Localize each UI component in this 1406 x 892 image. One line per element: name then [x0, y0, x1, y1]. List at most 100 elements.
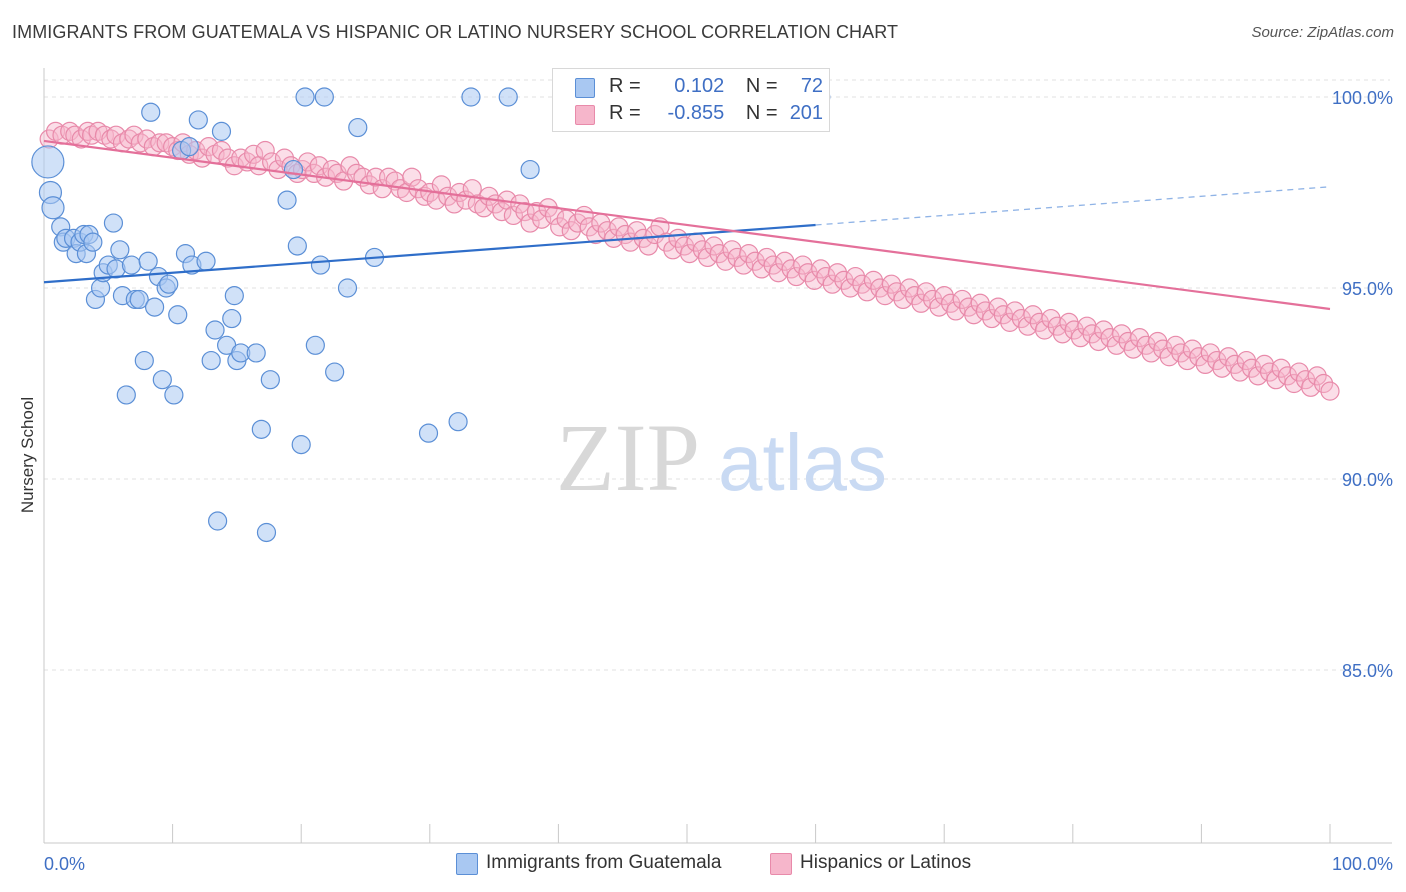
hispanics-point — [946, 301, 966, 321]
guatemala-point — [222, 308, 242, 329]
hispanics-point — [211, 140, 232, 161]
legend-r-label: R = — [609, 75, 641, 97]
guatemala-point — [205, 320, 225, 340]
y-tick-label: 90.0% — [1342, 470, 1393, 490]
hispanics-point — [952, 289, 972, 310]
guatemala-point — [461, 87, 481, 107]
hispanics-point — [905, 286, 925, 306]
hispanics-point — [834, 270, 854, 290]
hispanics-point — [757, 247, 777, 268]
hispanics-point — [515, 202, 535, 222]
guatemala-point — [179, 137, 199, 157]
hispanics-point — [1159, 347, 1179, 367]
guatemala-point — [291, 435, 311, 455]
hispanics-point — [1023, 305, 1043, 325]
hispanics-point — [1034, 320, 1055, 340]
guatemala-trend-extension — [815, 186, 1331, 226]
hispanics-point — [1005, 301, 1025, 321]
hispanics-point — [804, 270, 824, 290]
chart-title: IMMIGRANTS FROM GUATEMALA VS HISPANIC OR… — [12, 22, 899, 42]
hispanics-point — [199, 137, 219, 157]
hispanics-point — [1241, 358, 1262, 378]
hispanics-point — [1307, 366, 1327, 386]
legend-n-label: N = — [745, 102, 778, 124]
source-label: Source: ZipAtlas.com — [1251, 24, 1394, 41]
guatemala-point — [314, 87, 334, 107]
hispanics-point — [1200, 343, 1221, 363]
guatemala-point — [196, 251, 216, 271]
legend-r-value-guatemala: 0.102 — [674, 75, 725, 97]
hispanics-point — [827, 263, 848, 283]
guatemala-point — [138, 251, 158, 271]
hispanics-point — [1088, 331, 1109, 352]
hispanics-point — [768, 263, 788, 283]
hispanics-point — [975, 301, 995, 321]
hispanics-point — [1130, 328, 1150, 348]
hispanics-point — [544, 205, 565, 226]
guatemala-point — [168, 305, 188, 325]
hispanics-point — [1259, 362, 1280, 382]
hispanics-point — [733, 255, 754, 275]
hispanics-point — [875, 286, 895, 306]
hispanics-point — [745, 251, 765, 271]
legend-swatch-hispanics — [575, 105, 595, 125]
hispanics-point — [402, 167, 422, 187]
hispanics-point — [340, 156, 360, 176]
hispanics-point — [561, 221, 581, 241]
hispanics-point — [1112, 324, 1132, 344]
hispanics-point — [1177, 350, 1197, 371]
watermark-zip: ZIP — [556, 404, 700, 511]
hispanics-point — [479, 186, 499, 206]
guatemala-point — [251, 419, 271, 439]
hispanics-point — [715, 251, 736, 271]
hispanics-point — [1123, 339, 1143, 359]
guatemala-point — [224, 286, 244, 306]
bottom-legend-swatch-guatemala — [456, 853, 478, 875]
hispanics-point — [579, 217, 599, 237]
guatemala-point — [348, 117, 368, 138]
hispanics-point — [532, 209, 552, 229]
legend-n-label: N = — [745, 75, 778, 97]
hispanics-point — [586, 224, 606, 245]
legend-r-value-hispanics: -0.855 — [667, 102, 725, 124]
x-tick-label-min: 0.0% — [44, 854, 85, 874]
guatemala-point — [159, 274, 179, 294]
hispanics-point — [845, 266, 866, 287]
guatemala-point — [498, 87, 518, 107]
y-tick-label: 85.0% — [1342, 661, 1393, 681]
y-axis-label: Nursery School — [18, 397, 37, 513]
hispanics-point — [1313, 373, 1334, 394]
hispanics-point — [71, 129, 91, 149]
legend-text-hispanics: R = -0.855 N = 201 — [609, 102, 823, 125]
hispanics-point — [124, 125, 144, 145]
hispanics-point — [727, 247, 747, 268]
guatemala-point — [129, 289, 149, 310]
hispanics-point — [656, 232, 677, 252]
guatemala-point — [246, 343, 266, 363]
hispanics-point — [916, 282, 936, 302]
hispanics-point — [739, 244, 759, 264]
hispanics-point — [923, 289, 943, 310]
hispanics-point — [775, 251, 795, 271]
guatemala-point — [310, 255, 331, 275]
hispanics-point — [1266, 370, 1286, 390]
hispanics-point — [1100, 328, 1120, 348]
guatemala-point — [110, 240, 130, 260]
bottom-legend-label-hispanics: Hispanics or Latinos — [800, 852, 972, 873]
guatemala-point — [103, 213, 124, 233]
guatemala-point — [260, 370, 280, 390]
hispanics-point — [679, 244, 700, 264]
legend-n-value-hispanics: 201 — [789, 102, 824, 124]
legend-swatch-guatemala — [575, 78, 595, 98]
hispanics-point — [255, 140, 275, 161]
hispanics-point — [857, 282, 877, 302]
hispanics-point — [1289, 362, 1309, 382]
hispanics-point — [1011, 308, 1031, 329]
legend-text-guatemala: R = 0.102 N = 72 — [609, 75, 823, 98]
series-guatemala-points — [31, 87, 831, 543]
guatemala-point — [277, 190, 297, 210]
hispanics-point — [492, 202, 512, 222]
hispanics-point — [816, 266, 836, 287]
guatemala-point — [134, 350, 154, 371]
